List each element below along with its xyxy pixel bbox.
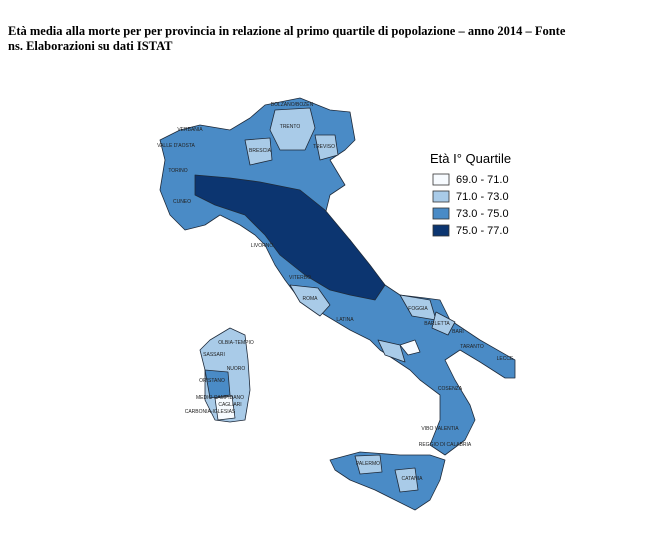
province-label: BRESCIA xyxy=(249,148,272,154)
title-line: ns. Elaborazioni su dati ISTAT xyxy=(8,39,173,53)
bari-light xyxy=(431,311,456,336)
naples-light xyxy=(377,339,406,363)
province-label: CARBONIA-IGLESIAS xyxy=(185,409,236,415)
dark-provinces xyxy=(194,174,386,301)
province-label: BARI xyxy=(452,329,464,335)
province-label: PALERMO xyxy=(356,461,380,467)
province-label: REGGIO DI CALABRIA xyxy=(419,442,472,448)
province-label: ORISTANO xyxy=(199,378,225,384)
province-label: NUORO xyxy=(227,366,246,372)
province-label: TORINO xyxy=(168,168,187,174)
province-label: CATANIA xyxy=(402,476,424,482)
map-shapes xyxy=(159,97,516,511)
legend-label: 75.0 - 77.0 xyxy=(456,225,509,237)
province-label: TARANTO xyxy=(460,344,484,350)
province-label: BARLETTA xyxy=(424,321,450,327)
legend-label: 73.0 - 75.0 xyxy=(456,208,509,220)
sicily-light xyxy=(394,467,419,493)
legend-swatch xyxy=(432,224,450,237)
lombardy-light xyxy=(244,137,273,166)
title: Età media alla morte per per provincia i… xyxy=(8,24,565,54)
sardinia-white xyxy=(214,395,236,421)
legend-title: Età I° Quartile xyxy=(430,151,511,166)
legend-label: 69.0 - 71.0 xyxy=(456,174,509,186)
province-label: LATINA xyxy=(336,317,354,323)
province-label: VALLE D'AOSTA xyxy=(157,143,195,149)
province-labels: BOLZANO/BOZEN VERBANIA VALLE D'AOSTA TOR… xyxy=(157,102,514,482)
legend-swatch xyxy=(432,190,450,203)
province-label: FOGGIA xyxy=(408,306,428,312)
province-label: VERBANIA xyxy=(177,127,203,133)
province-label: LECCE xyxy=(497,356,514,362)
trentino xyxy=(269,107,316,151)
legend-swatch xyxy=(432,173,450,186)
veneto-light xyxy=(314,134,339,161)
legend-label: 71.0 - 73.0 xyxy=(456,191,509,203)
legend-swatch xyxy=(432,207,450,220)
province-label: CAGLIARI xyxy=(218,402,241,408)
province-label: SASSARI xyxy=(203,352,225,358)
province-label: VIBO VALENTIA xyxy=(421,426,459,432)
white-province xyxy=(399,339,421,356)
province-label: OLBIA-TEMPIO xyxy=(218,340,254,346)
roma xyxy=(289,284,331,317)
sicily xyxy=(329,451,446,511)
province-label: LIVORNO xyxy=(251,243,274,249)
province-label: COSENZA xyxy=(438,386,463,392)
palermo xyxy=(354,454,383,475)
province-label: VITERBO xyxy=(289,275,311,281)
title-line: Età media alla morte per per provincia i… xyxy=(8,24,566,38)
province-label: TREVISO xyxy=(313,144,335,150)
province-label: BOLZANO/BOZEN xyxy=(271,102,314,108)
province-label: CUNEO xyxy=(173,199,191,205)
legend: Età I° Quartile 69.0 - 71.0 71.0 - 73.0 73… xyxy=(430,151,511,237)
province-label: MEDIO CAMPIDANO xyxy=(196,395,244,401)
province-label: ROMA xyxy=(303,296,319,302)
province-label: TRENTO xyxy=(280,124,301,130)
sardinia-mid xyxy=(204,369,231,399)
